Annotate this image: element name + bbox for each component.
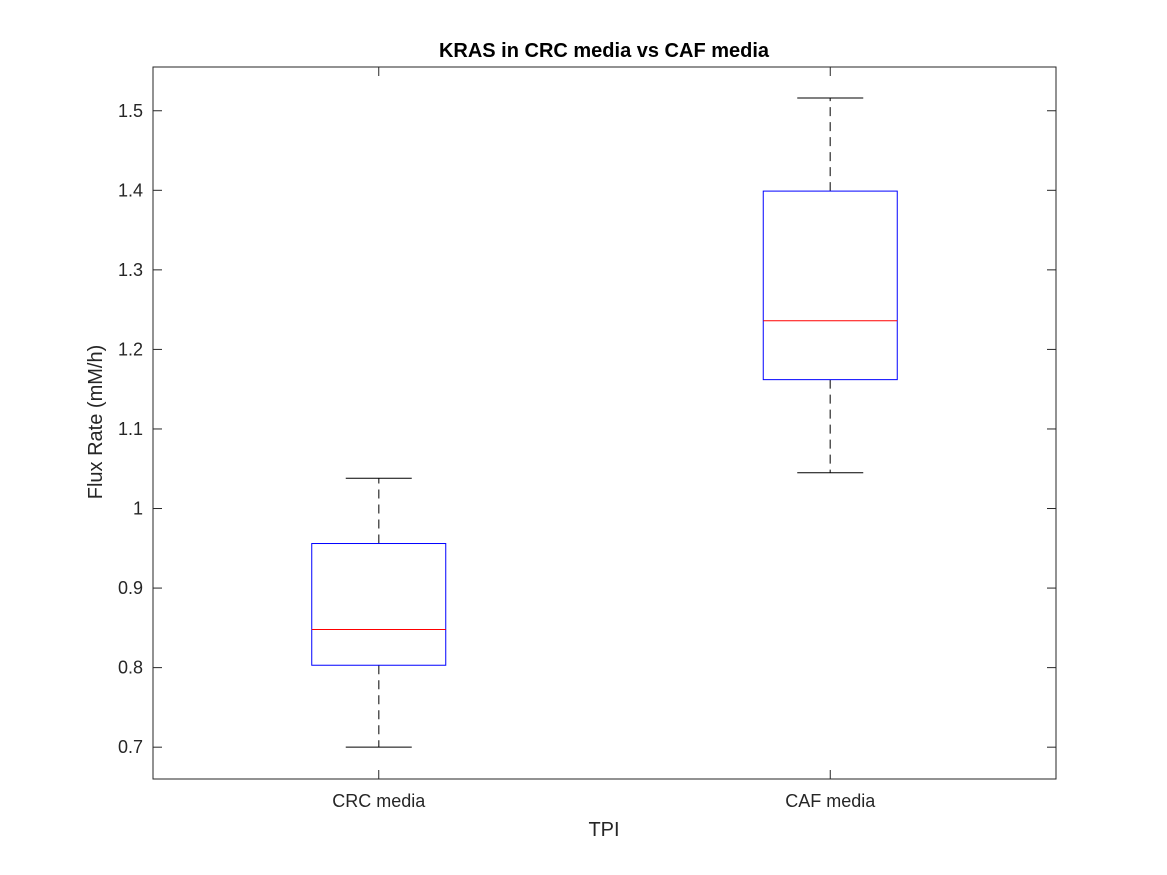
iqr-box	[762, 190, 898, 381]
x-axis-label: TPI	[588, 819, 619, 841]
x-tick-label: CAF media	[785, 791, 876, 811]
x-tick-label: CRC media	[332, 791, 426, 811]
y-tick-label: 1.4	[118, 180, 143, 200]
y-tick-label: 1	[133, 499, 143, 519]
y-tick-label: 1.3	[118, 260, 143, 280]
plot-area: 0.7 0.8 0.9 1 1.1 1.2 1.3 1.4 1.5 CRC media CAF me…	[118, 66, 1057, 811]
iqr-box	[311, 543, 447, 666]
y-tick-label: 1.5	[118, 101, 143, 121]
y-tick-label: 0.9	[118, 578, 143, 598]
y-tick-label: 0.7	[118, 737, 143, 757]
chart-title: KRAS in CRC media vs CAF media	[439, 40, 770, 62]
y-tick-label: 1.2	[118, 339, 143, 359]
y-tick-label: 0.8	[118, 658, 143, 678]
y-tick-label: 1.1	[118, 419, 143, 439]
axes-frame	[152, 66, 1057, 780]
y-axis-label: Flux Rate (mM/h)	[85, 345, 107, 499]
